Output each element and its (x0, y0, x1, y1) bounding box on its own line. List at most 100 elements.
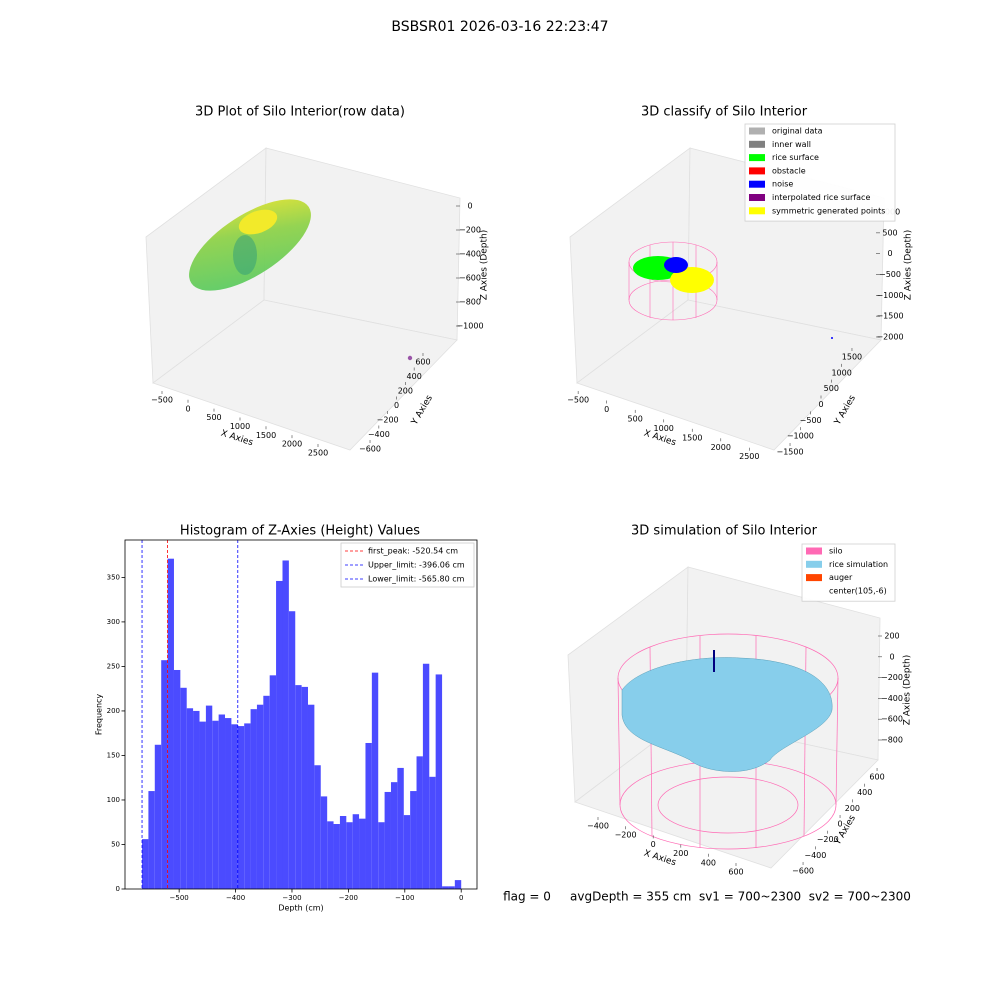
z-tick-label: 500 (882, 228, 897, 237)
bar (288, 611, 296, 889)
legend-label: symmetric generated points (772, 206, 885, 215)
bar (148, 791, 155, 889)
z-tick-label: 200 (884, 632, 899, 641)
y-tick-label: 350 (107, 573, 120, 581)
y-tick-label: 200 (845, 804, 860, 813)
chart-title: Histogram of Z-Axies (Height) Values (180, 524, 420, 539)
bar (410, 791, 417, 889)
y-tick-label: 1500 (842, 353, 862, 362)
bar (186, 708, 194, 889)
legend-label: silo (829, 547, 843, 556)
y-axis-label: Y Axies (832, 813, 858, 847)
legend-box (340, 542, 475, 588)
legend-swatch (749, 194, 765, 201)
legend-swatch (806, 587, 822, 595)
bar (346, 822, 353, 889)
x-tick-label: 400 (701, 858, 716, 867)
legend-label: noise (772, 180, 793, 189)
legend-swatch (749, 140, 765, 148)
y-tick-label: 250 (107, 662, 120, 670)
z-tick-label: −200 (881, 673, 903, 682)
y-tick-label: 400 (407, 372, 422, 381)
bar (435, 674, 443, 889)
z-tick-label: 0 (889, 652, 894, 661)
point-cloud (189, 199, 413, 361)
x-tick-label: −500 (151, 395, 173, 404)
y-tick-label: 0 (394, 401, 399, 410)
y-tick-label: 500 (824, 384, 839, 393)
bar (199, 721, 206, 889)
z-axis-label: Z Axies (Depth) (904, 230, 914, 301)
x-axis-label: X Axies (219, 429, 254, 449)
x-tick-label: 2500 (308, 448, 328, 457)
bar (154, 744, 162, 889)
z-tick-label: −800 (881, 736, 903, 745)
chart-title: 3D simulation of Silo Interior (631, 524, 818, 539)
y-tick-label: −200 (377, 416, 399, 425)
bar (167, 558, 174, 889)
y-tick-label: −400 (804, 851, 826, 860)
x-tick-label: 2000 (282, 440, 302, 449)
bar (359, 818, 366, 889)
legend-label: obstacle (772, 166, 806, 175)
z-tick-label: −500 (879, 270, 901, 279)
bar (403, 815, 411, 889)
panes (145, 147, 461, 451)
x-tick-label: 500 (628, 414, 643, 423)
bar (416, 756, 423, 889)
y-tick-label: 200 (107, 707, 120, 715)
y-tick-label: 50 (111, 840, 120, 848)
legend-label: inner wall (772, 140, 811, 149)
bar (371, 672, 379, 889)
bar (218, 714, 226, 889)
legend-swatch (749, 207, 765, 215)
x-tick-label: −400 (226, 894, 245, 902)
bar (282, 560, 289, 889)
y-tick-label: 600 (415, 358, 430, 367)
y-axis-label: Y Axies (832, 393, 858, 427)
legend-label: auger (829, 573, 853, 582)
y-tick-label: 600 (869, 773, 884, 782)
z-tick-label: 0 (887, 249, 892, 258)
x-tick-label: 0 (459, 894, 463, 902)
y-tick-label: −600 (359, 445, 381, 454)
x-tick-label: 1000 (654, 424, 674, 433)
bar (295, 685, 302, 889)
y-tick-label: 300 (107, 618, 120, 626)
y-tick-label: 0 (818, 400, 823, 409)
y-tick-label: 400 (857, 788, 872, 797)
bar (161, 660, 168, 889)
legend-label: interpolated rice surface (772, 193, 870, 202)
legend-swatch (749, 180, 765, 188)
z-tick-label: −1000 (876, 291, 903, 300)
panes (569, 147, 885, 451)
legend-swatch (749, 154, 765, 162)
bar (212, 720, 219, 889)
x-tick-label: 0 (185, 404, 190, 413)
z-tick-label: −1000 (456, 322, 483, 331)
bar (250, 709, 257, 889)
y-tick-label: −1000 (787, 432, 814, 441)
y-tick-label: −500 (800, 416, 822, 425)
legend-box (744, 123, 896, 222)
bar (244, 723, 251, 889)
x-tick-label: −500 (567, 396, 589, 405)
bar (237, 726, 245, 889)
bar (180, 687, 187, 889)
legend-swatch (806, 574, 822, 582)
y-tick-label: 1000 (831, 368, 851, 377)
bar (448, 886, 455, 889)
bar (397, 767, 404, 889)
y-axis-label: Y Axies (409, 393, 435, 427)
x-tick-label: −200 (615, 831, 637, 840)
legend-label: rice simulation (829, 560, 888, 569)
bar (390, 782, 398, 889)
z-tick-label: −200 (459, 226, 481, 235)
y-tick-label: −600 (792, 867, 814, 876)
z-tick-label: −2000 (876, 332, 903, 341)
bar (205, 705, 213, 889)
bar (256, 704, 264, 889)
x-tick-label: 2500 (739, 452, 759, 461)
bar (327, 821, 334, 889)
